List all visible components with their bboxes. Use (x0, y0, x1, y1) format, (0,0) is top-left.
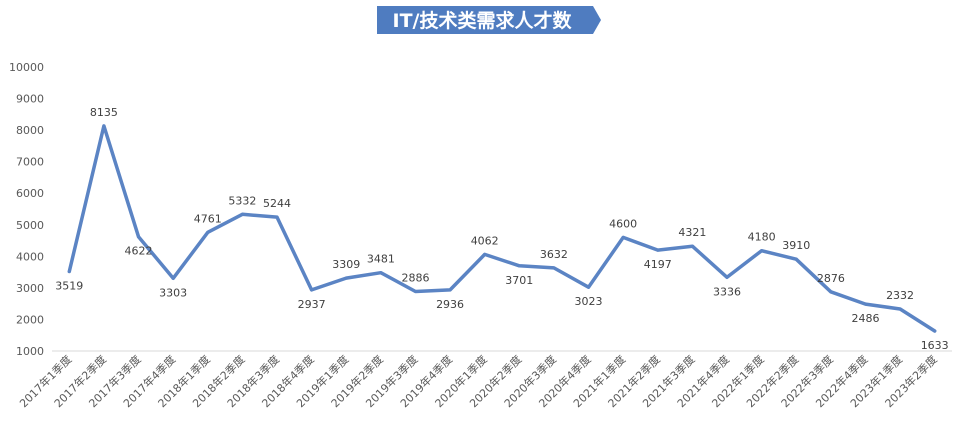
y-tick-label: 10000 (9, 61, 44, 74)
data-point (517, 264, 521, 268)
chart-title: IT/技术类需求人才数 (377, 6, 601, 34)
y-tick-label: 7000 (16, 156, 44, 169)
data-point (275, 215, 279, 219)
data-point (310, 288, 314, 292)
data-label: 2937 (298, 298, 326, 311)
y-tick-label: 9000 (16, 93, 44, 106)
data-point (552, 266, 556, 270)
data-point (656, 248, 660, 252)
data-point (621, 235, 625, 239)
data-label: 4761 (194, 212, 222, 225)
data-label: 3336 (713, 285, 741, 298)
data-point (690, 244, 694, 248)
series-line (67, 124, 937, 333)
data-point (448, 288, 452, 292)
data-point (483, 252, 487, 256)
y-tick-label: 5000 (16, 219, 44, 232)
data-label: 2886 (401, 271, 429, 284)
data-label: 3701 (505, 274, 533, 287)
data-point (67, 270, 71, 274)
data-labels: 3519 8135 4622 3303 4761 5332 5244 2937 3309 3481… (55, 106, 948, 352)
data-point (344, 276, 348, 280)
data-point (102, 124, 106, 128)
series-polyline (67, 124, 937, 333)
y-tick-label: 2000 (16, 313, 44, 326)
data-point (933, 329, 937, 333)
y-tick-label: 6000 (16, 187, 44, 200)
data-point (794, 257, 798, 261)
data-point (725, 275, 729, 279)
title-banner (377, 6, 601, 34)
data-label: 4197 (644, 258, 672, 271)
data-point (760, 249, 764, 253)
data-label: 3303 (159, 286, 187, 299)
data-label: 2332 (886, 289, 914, 302)
data-label: 4622 (125, 245, 153, 258)
data-label: 3481 (367, 253, 395, 266)
data-point (898, 307, 902, 311)
data-label: 1633 (921, 339, 949, 352)
data-point (137, 235, 141, 239)
data-label: 3632 (540, 248, 568, 261)
chart-title-text: IT/技术类需求人才数 (393, 9, 573, 32)
y-tick-label: 1000 (16, 345, 44, 358)
data-label: 4600 (609, 217, 637, 230)
data-label: 2876 (817, 272, 845, 285)
y-axis: 1000 2000 3000 4000 5000 6000 7000 8000 9000 1000… (9, 61, 44, 358)
data-point (413, 289, 417, 293)
data-point (206, 230, 210, 234)
data-label: 4180 (748, 231, 776, 244)
y-tick-label: 8000 (16, 124, 44, 137)
data-label: 3910 (782, 239, 810, 252)
data-label: 8135 (90, 106, 118, 119)
data-point (829, 290, 833, 294)
data-label: 5332 (228, 194, 256, 207)
data-label: 2486 (851, 312, 879, 325)
data-point (240, 212, 244, 216)
data-point (379, 271, 383, 275)
data-label: 2936 (436, 298, 464, 311)
data-label: 5244 (263, 197, 291, 210)
data-label: 4321 (678, 226, 706, 239)
data-point (587, 285, 591, 289)
x-axis: 2017年1季度2017年2季度2017年3季度2017年4季度2018年1季度… (16, 352, 939, 410)
data-point (863, 302, 867, 306)
data-label: 3309 (332, 258, 360, 271)
data-label: 3023 (575, 295, 603, 308)
data-point (171, 276, 175, 280)
y-tick-label: 3000 (16, 282, 44, 295)
data-label: 4062 (471, 234, 499, 247)
y-tick-label: 4000 (16, 250, 44, 263)
data-label: 3519 (55, 280, 83, 293)
